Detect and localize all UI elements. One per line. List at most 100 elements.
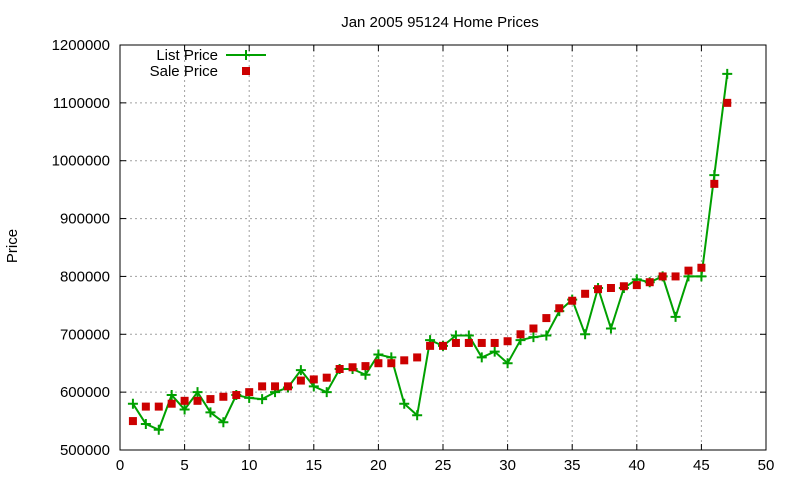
x-axis-tick-labels: 0 5 10 15 20 25 30 35 40 45 50 [116, 457, 775, 474]
data-point-sale-price [439, 341, 447, 350]
data-point-sale-price [361, 362, 370, 371]
legend-marker-sale-price [242, 67, 250, 75]
data-point-sale-price [271, 382, 280, 391]
data-point-sale-price [619, 282, 628, 291]
legend-label-list-price: List Price [156, 47, 218, 64]
data-point-list-price [218, 417, 229, 428]
series-sale-price [128, 98, 732, 426]
y-tick-label: 700000 [60, 326, 110, 343]
data-point-sale-price [296, 376, 305, 385]
y-tick-label: 900000 [60, 211, 110, 228]
series-line-list-price [132, 73, 729, 432]
x-tick-label: 50 [758, 457, 775, 474]
data-point-list-price [709, 170, 720, 181]
data-point-sale-price [413, 353, 422, 362]
axis-ticks [119, 44, 767, 451]
data-point-sale-price [180, 396, 189, 405]
data-point-list-price [205, 407, 216, 418]
data-point-list-price [373, 349, 384, 360]
data-point-sale-price [258, 382, 267, 391]
data-point-sale-price [426, 341, 435, 350]
x-tick-label: 10 [241, 457, 258, 474]
data-point-sale-price [710, 179, 719, 188]
data-point-sale-price [555, 304, 564, 313]
data-point-list-price [489, 346, 500, 357]
data-point-sale-price [335, 365, 344, 373]
data-point-sale-price [167, 399, 176, 408]
data-point-sale-price [400, 356, 409, 365]
data-point-list-price [321, 387, 332, 398]
data-point-list-price [257, 394, 268, 405]
data-point-sale-price [594, 285, 603, 294]
data-point-sale-price [645, 278, 654, 287]
y-tick-label: 800000 [60, 268, 110, 285]
x-tick-label: 5 [180, 457, 188, 474]
x-tick-label: 40 [628, 457, 645, 474]
data-point-list-price [140, 418, 151, 429]
data-point-sale-price [658, 272, 667, 281]
y-tick-label: 1100000 [53, 95, 110, 112]
data-point-sale-price [490, 338, 499, 347]
data-point-list-price [605, 323, 616, 334]
y-axis-label: Price [4, 229, 21, 263]
data-point-sale-price [219, 392, 228, 401]
y-axis-tick-labels: 500000 600000 700000 800000 900000 1000000 110… [52, 37, 110, 459]
data-point-list-price [463, 330, 474, 341]
data-point-sale-price [206, 395, 215, 404]
data-point-list-price [696, 271, 707, 282]
legend-marker-list-price [241, 50, 251, 60]
data-point-sale-price [245, 388, 254, 397]
data-point-sale-price [464, 338, 473, 347]
x-tick-label: 25 [435, 457, 452, 474]
data-point-sale-price [283, 382, 292, 391]
data-point-sale-price [309, 375, 318, 384]
data-point-sale-price [322, 373, 331, 382]
x-tick-label: 45 [693, 457, 710, 474]
data-point-list-price [399, 398, 410, 409]
y-tick-label: 1200000 [52, 37, 110, 54]
y-tick-label: 600000 [60, 384, 110, 401]
series-list-price [127, 68, 733, 435]
data-point-sale-price [374, 359, 383, 368]
grid-lines [120, 45, 766, 450]
data-point-sale-price [684, 266, 693, 275]
chart-title: Jan 2005 95124 Home Prices [341, 14, 539, 31]
data-point-sale-price [348, 363, 357, 372]
data-point-sale-price [477, 338, 486, 347]
data-point-sale-price [632, 281, 641, 290]
data-point-list-price [502, 358, 513, 369]
data-point-sale-price [568, 296, 577, 305]
y-tick-label: 500000 [60, 442, 110, 459]
series-layer [127, 68, 733, 435]
data-point-list-price [412, 410, 423, 421]
data-point-list-price [670, 311, 681, 322]
data-point-sale-price [606, 284, 615, 292]
legend-label-sale-price: Sale Price [150, 63, 218, 80]
data-point-list-price [528, 332, 539, 343]
data-point-sale-price [529, 324, 538, 333]
data-point-sale-price [232, 391, 241, 400]
data-point-list-price [179, 404, 190, 415]
data-point-list-price [127, 398, 138, 409]
data-point-list-price [360, 369, 371, 380]
x-tick-label: 15 [305, 457, 322, 474]
data-point-sale-price [503, 337, 512, 346]
data-point-list-price [476, 352, 487, 363]
data-point-list-price [192, 387, 203, 398]
data-point-list-price [295, 365, 306, 376]
data-point-sale-price [697, 263, 706, 272]
legend: List Price Sale Price [150, 47, 266, 80]
data-point-list-price [722, 68, 733, 79]
x-tick-label: 30 [499, 457, 516, 474]
data-point-sale-price [154, 402, 163, 411]
data-point-sale-price [387, 359, 396, 368]
data-point-list-price [153, 424, 164, 435]
y-tick-label: 1000000 [52, 153, 110, 170]
data-point-sale-price [141, 402, 150, 411]
data-point-sale-price [671, 272, 680, 281]
data-point-list-price [580, 329, 591, 340]
data-point-list-price [450, 330, 461, 341]
x-tick-label: 35 [564, 457, 581, 474]
data-point-sale-price [193, 396, 202, 405]
